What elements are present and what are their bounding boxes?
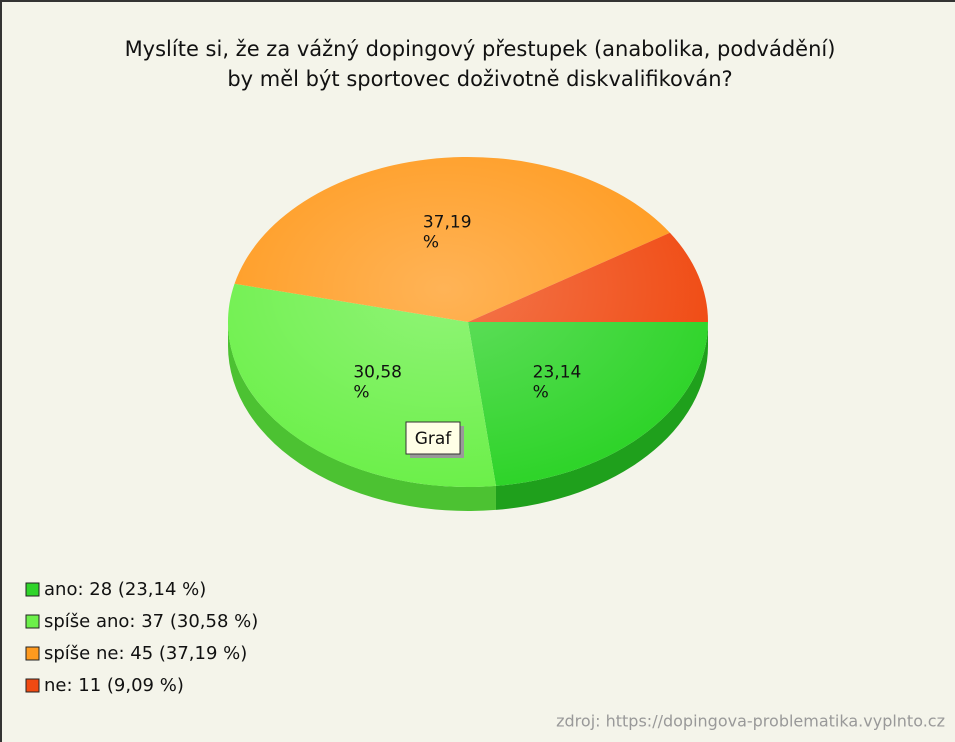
pie-shine xyxy=(228,157,708,487)
chart-title: Myslíte si, že za vážný dopingový přestu… xyxy=(125,37,836,61)
legend-swatch xyxy=(25,582,40,597)
chart-subtitle: by měl být sportovec doživotně diskvalif… xyxy=(227,67,732,91)
tooltip: Graf xyxy=(405,421,464,458)
slice-label: 37,19% xyxy=(423,213,472,253)
legend-label: spíše ne: 45 (37,19 %) xyxy=(44,643,247,664)
slice-label: 30,58% xyxy=(353,362,402,402)
legend-label: ano: 28 (23,14 %) xyxy=(44,579,206,600)
slice-side xyxy=(495,322,708,510)
tooltip-text: Graf xyxy=(415,429,453,449)
legend-swatch xyxy=(25,678,40,693)
slice-side xyxy=(228,322,496,511)
legend-swatch xyxy=(25,614,40,629)
source: zdroj: https://dopingova-problematika.vy… xyxy=(556,712,945,731)
legend-label: ne: 11 (9,09 %) xyxy=(44,675,184,696)
legend-swatch xyxy=(25,646,40,661)
tooltip-box xyxy=(405,421,461,455)
pie: 23,14 % 30,58 % 37,19% xyxy=(228,156,708,511)
slice-label: 23,14% xyxy=(533,362,582,402)
legend: ano: 28 (23,14 %) spíše ano: 37 (30,58 %)… xyxy=(25,579,258,696)
legend-label: spíše ano: 37 (30,58 %) xyxy=(44,611,258,632)
